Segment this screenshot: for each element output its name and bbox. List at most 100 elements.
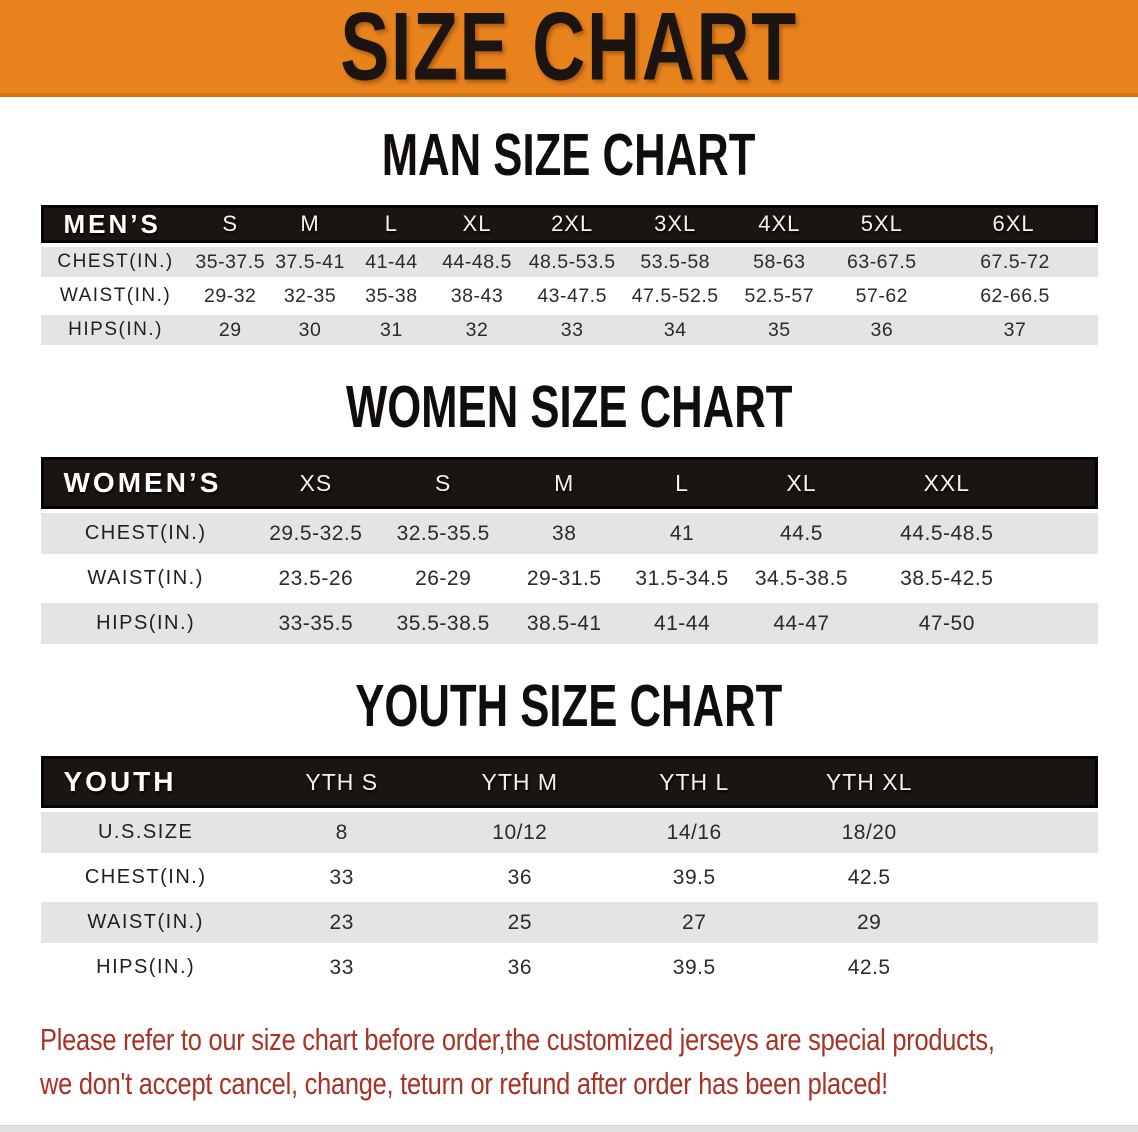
size-column-header: XL <box>432 205 522 243</box>
size-column-header: M <box>505 457 623 509</box>
size-value-cell: 33 <box>329 955 354 979</box>
banner: SIZE CHART <box>0 0 1138 97</box>
size-value-cell: 31 <box>380 318 403 341</box>
section-heading-text: WOMEN SIZE CHART <box>345 373 793 440</box>
size-value-cell: 44.5-48.5 <box>900 521 994 545</box>
size-column-header: M <box>269 205 351 243</box>
size-value-cell: 39.5 <box>672 955 716 979</box>
size-column-header <box>1031 457 1098 509</box>
women-size-chart-table: WOMEN’S XS S M L XL XXL CHEST(IN.) 29.5-32.5 32.5… <box>40 453 1098 648</box>
size-chart-sections: MAN SIZE CHART MEN’S S M L XL 2XL 3XL 4XL 5XL 6XL C… <box>0 125 1138 992</box>
row-label: CHEST(IN.) <box>57 251 174 272</box>
row-label: WAIST(IN.) <box>59 285 172 306</box>
size-value-cell: 29 <box>218 318 242 341</box>
size-value-cell: 18/20 <box>841 820 897 844</box>
table-row: CHEST(IN.) 33 36 39.5 42.5 <box>40 857 1098 898</box>
table-row: HIPS(IN.) 29 30 31 32 33 34 35 36 37 <box>40 315 1098 345</box>
size-value-cell: 41 <box>669 521 695 545</box>
size-column-header: L <box>350 205 433 243</box>
size-column-header: XS <box>250 457 381 509</box>
section-heading: YOUTH SIZE CHART <box>0 676 1138 735</box>
size-value-cell: 29-31.5 <box>526 566 602 590</box>
size-value-cell: 37 <box>1003 318 1027 341</box>
size-value-cell <box>957 857 1098 898</box>
size-value-cell: 32-35 <box>283 284 337 307</box>
size-column-header: XXL <box>861 457 1032 509</box>
size-value-cell: 38.5-41 <box>526 611 602 635</box>
size-value-cell: 36 <box>507 865 532 889</box>
row-label: HIPS(IN.) <box>96 956 196 978</box>
row-label: HIPS(IN.) <box>96 612 196 634</box>
size-value-cell: 57-62 <box>855 284 909 307</box>
size-value-cell: 31.5-34.5 <box>635 566 729 590</box>
size-value-cell: 62-66.5 <box>980 284 1050 307</box>
size-value-cell: 33-35.5 <box>278 611 354 635</box>
size-value-cell: 26-29 <box>415 566 472 590</box>
size-value-cell: 37.5-41 <box>275 250 345 273</box>
women-size-chart-section: WOMEN SIZE CHART WOMEN’S XS S M L XL XXL CHEST(I… <box>0 373 1138 648</box>
row-label: CHEST(IN.) <box>84 866 207 888</box>
size-value-cell: 14/16 <box>666 820 722 844</box>
size-value-cell <box>957 812 1098 853</box>
table-row: CHEST(IN.) 29.5-32.5 32.5-35.5 38 41 44.5 44.5… <box>40 513 1098 554</box>
size-column-header: L <box>622 457 742 509</box>
size-value-cell: 52.5-57 <box>744 284 815 307</box>
size-value-cell: 29-32 <box>204 284 257 307</box>
row-label: WAIST(IN.) <box>87 567 204 589</box>
size-column-header: S <box>380 457 506 509</box>
size-value-cell: 33 <box>560 318 584 341</box>
size-value-cell: 27 <box>682 910 707 934</box>
size-value-cell: 34 <box>663 318 687 341</box>
size-column-header: 6XL <box>932 205 1098 243</box>
size-value-cell: 36 <box>870 318 894 341</box>
size-value-cell: 53.5-58 <box>640 250 711 273</box>
size-column-header: 4XL <box>727 205 832 243</box>
size-value-cell <box>1032 603 1098 644</box>
size-value-cell: 38.5-42.5 <box>900 566 994 590</box>
table-header-row: YOUTH YTH S YTH M YTH L YTH XL <box>40 756 1098 808</box>
size-value-cell: 44-48.5 <box>442 250 512 273</box>
size-value-cell: 44-47 <box>773 611 830 635</box>
size-value-cell <box>1032 558 1098 599</box>
size-value-cell <box>957 902 1098 943</box>
size-value-cell: 36 <box>507 955 532 979</box>
youth-size-chart-section: YOUTH SIZE CHART YOUTH YTH S YTH M YTH L YTH … <box>0 676 1138 992</box>
size-value-cell: 10/12 <box>492 820 548 844</box>
size-column-header: YTH L <box>607 756 782 808</box>
size-value-cell: 58-63 <box>753 250 806 273</box>
table-row: WAIST(IN.) 23 25 27 29 <box>40 902 1098 943</box>
size-value-cell: 30 <box>298 318 322 341</box>
disclaimer-line-2: we don't accept cancel, change, teturn o… <box>40 1066 888 1101</box>
size-column-header: YTH S <box>250 756 433 808</box>
row-label: CHEST(IN.) <box>84 522 207 544</box>
size-column-header: YTH XL <box>781 756 957 808</box>
size-value-cell: 39.5 <box>672 865 716 889</box>
size-value-cell: 42.5 <box>847 955 891 979</box>
size-column-header: S <box>190 205 270 243</box>
table-title-cell: MEN’S <box>40 205 191 243</box>
size-value-cell: 32.5-35.5 <box>396 521 490 545</box>
size-value-cell <box>1032 513 1098 554</box>
size-value-cell: 47.5-52.5 <box>631 284 719 307</box>
size-value-cell: 41-44 <box>653 611 711 635</box>
size-value-cell: 43-47.5 <box>537 284 607 307</box>
size-value-cell: 38-43 <box>450 284 504 307</box>
size-column-header: 3XL <box>622 205 728 243</box>
size-value-cell: 48.5-53.5 <box>528 250 616 273</box>
size-value-cell: 25 <box>507 910 532 934</box>
table-row: HIPS(IN.) 33 36 39.5 42.5 <box>40 947 1098 988</box>
page-title: SIZE CHART <box>340 0 798 101</box>
size-value-cell: 35-37.5 <box>195 250 266 273</box>
size-column-header: XL <box>741 457 862 509</box>
size-value-cell: 44.5 <box>780 521 823 545</box>
size-value-cell: 47-50 <box>918 611 975 635</box>
table-title-cell: YOUTH <box>40 756 251 808</box>
bottom-strip <box>0 1125 1138 1132</box>
size-value-cell: 42.5 <box>847 865 891 889</box>
section-heading: WOMEN SIZE CHART <box>0 373 1138 440</box>
row-label: HIPS(IN.) <box>68 319 163 340</box>
size-column-header: 5XL <box>831 205 933 243</box>
size-value-cell: 67.5-72 <box>980 250 1050 273</box>
table-title-cell: WOMEN’S <box>40 457 251 509</box>
